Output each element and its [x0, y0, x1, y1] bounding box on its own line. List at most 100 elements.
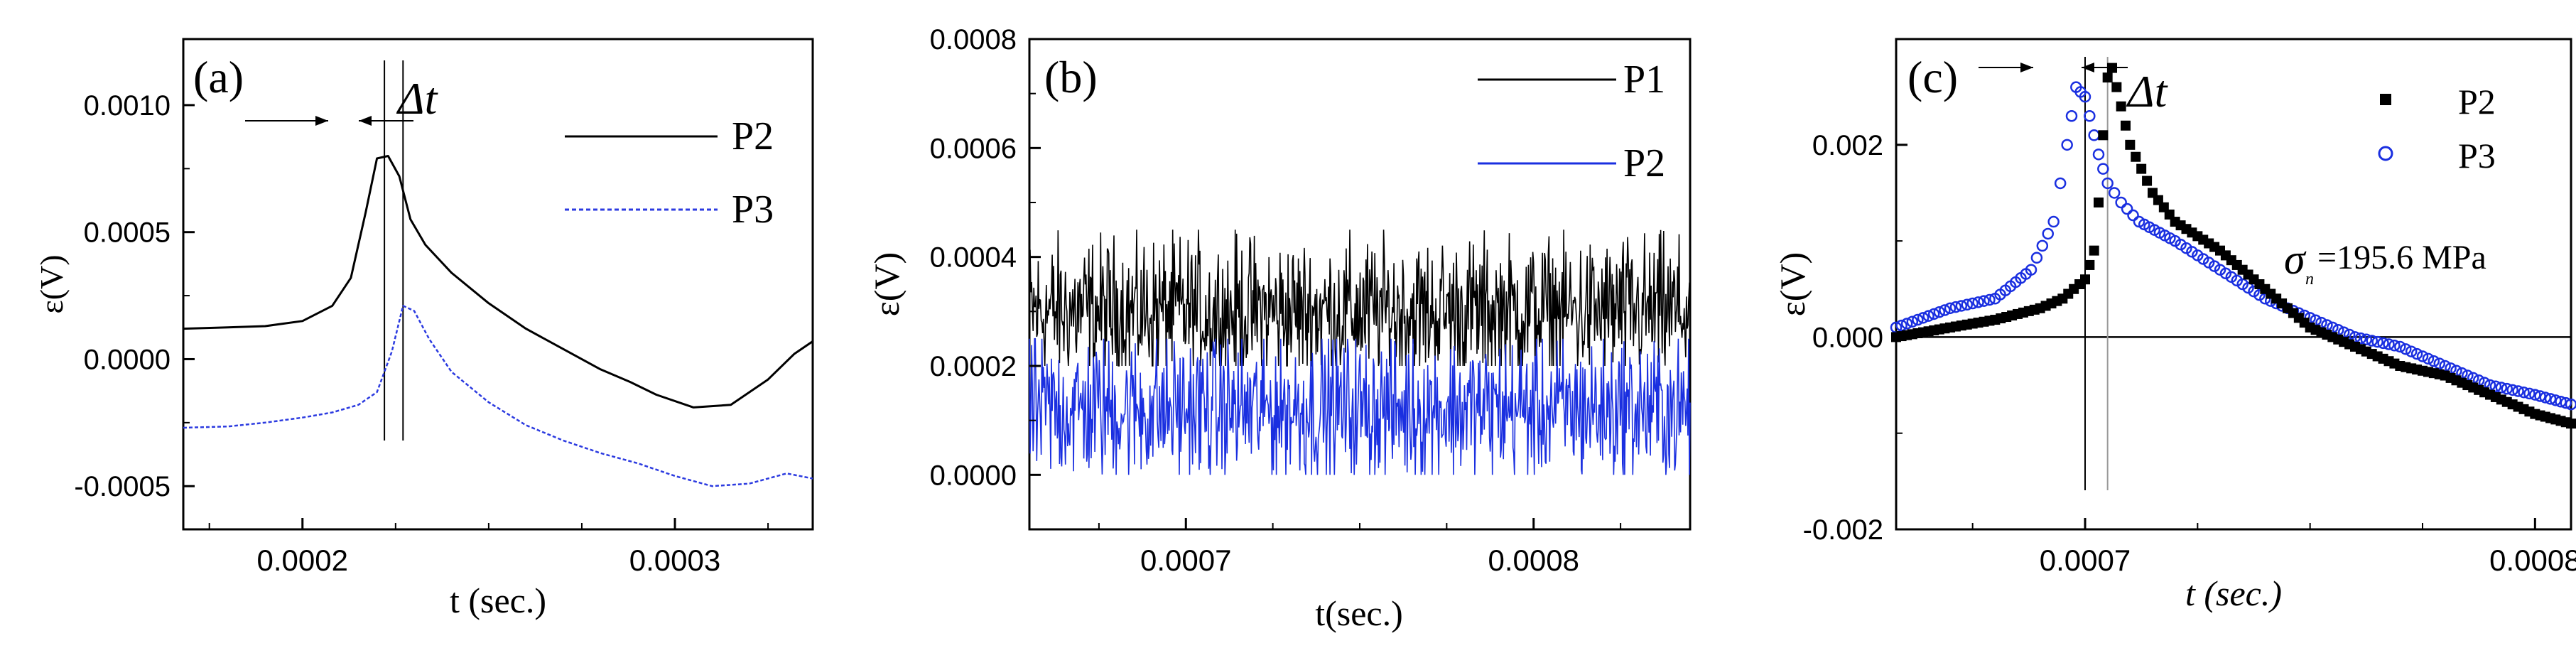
panel-c-point-p3: [2410, 347, 2423, 360]
panel-a-dt-arrowhead-left: [315, 116, 328, 126]
panel-c-point-p3: [2529, 389, 2541, 401]
panel-c-point-p2: [2136, 163, 2147, 174]
panel-c-point-p3: [2366, 335, 2378, 347]
panel-c-xlabel: t (sec.): [2185, 573, 2282, 613]
panel-c-point-p2: [2125, 139, 2136, 150]
panel-c-point-p3: [2025, 264, 2037, 276]
panel-c-point-p2: [2084, 259, 2095, 270]
panel-c-ytick-label: -0.002: [1803, 514, 1883, 546]
panel-c: -0.002 0.000 0.002 0.0007 0.0008 (c) t (sec.…: [1773, 38, 2576, 613]
panel-c-point-p2: [2111, 82, 2122, 92]
panel-a-ytick-label: -0.0005: [74, 471, 171, 502]
panel-a-frame: [182, 38, 814, 531]
panel-a-ylabel: ε(V): [33, 254, 70, 313]
panel-c-frame: [1895, 38, 2572, 531]
panel-c-point-p2: [2121, 120, 2131, 131]
panel-b-label: (b): [1044, 52, 1098, 102]
panel-c-point-p3: [1906, 315, 1919, 328]
panel-c-point-p3: [2555, 396, 2567, 408]
panel-b-legend-p1-label: P1: [1623, 58, 1665, 102]
panel-a-xlabel: t (sec.): [450, 580, 546, 620]
panel-b-ytick-label: 0.0002: [930, 351, 1017, 382]
panel-c-ytick-label: 0.000: [1812, 322, 1883, 353]
panel-a-xtick-label: 0.0003: [629, 544, 720, 577]
panel-c-ytick-label: 0.002: [1812, 130, 1883, 161]
panel-c-point-p3: [1900, 318, 1913, 330]
panel-c-point-p3: [2534, 390, 2546, 402]
panel-c-stress-subscript: n: [2305, 270, 2314, 288]
panel-c-point-p3: [1922, 310, 1934, 322]
panel-c-point-p3: [1949, 301, 1962, 313]
panel-c-point-p3: [1912, 313, 1924, 326]
panel-c-point-p2: [2098, 130, 2109, 141]
panel-c-point-p3: [2400, 343, 2412, 355]
panel-c-point-p2: [2089, 245, 2099, 256]
panel-a-legend-p2-label: P2: [732, 114, 774, 158]
panel-c-xtick-label: 0.0007: [2040, 544, 2131, 577]
panel-c-point-p3: [2405, 345, 2418, 357]
panel-c-point-p2: [2080, 274, 2090, 285]
panel-b-ytick-label: 0.0000: [930, 460, 1017, 491]
panel-a: -0.0005 0.0000 0.0005 0.0010 0.0002 0.0003 (a…: [33, 38, 814, 620]
panel-c-point-p3: [2108, 187, 2121, 199]
panel-b-ylabel: ε(V): [867, 252, 907, 316]
panel-c-dt-label: Δt: [2126, 66, 2169, 117]
panel-c-legend-p2-marker: [2380, 94, 2391, 105]
panel-a-series-p2: [183, 155, 813, 409]
panel-c-point-p3: [2371, 335, 2383, 348]
panel-a-legend: P2 P3: [565, 114, 774, 232]
panel-b-ytick-label: 0.0006: [930, 133, 1017, 164]
panel-c-point-p3: [2115, 196, 2127, 209]
panel-c-point-p3: [2428, 355, 2440, 367]
panel-c-point-p3: [2539, 392, 2552, 404]
panel-c-point-p3: [2354, 332, 2367, 345]
panel-b: 0.0000 0.0002 0.0004 0.0006 0.0008 0.0007 0.00…: [867, 24, 1692, 633]
panel-b-xtick-label: 0.0008: [1488, 544, 1579, 577]
panel-c-point-p3: [2377, 337, 2389, 350]
panel-c-point-p3: [1955, 300, 1968, 312]
panel-b-legend-p2-label: P2: [1623, 141, 1665, 185]
panel-c-ylabel: ε(V): [1773, 252, 1812, 316]
panel-c-point-p3: [1961, 298, 1973, 310]
panel-b-series-p2: [1029, 338, 1691, 475]
panel-c-point-p3: [2422, 352, 2435, 365]
panel-c-point-p3: [2489, 380, 2502, 392]
panel-c-point-p3: [2065, 109, 2078, 122]
panel-c-point-p3: [2550, 394, 2562, 406]
panel-c-label: (c): [1907, 52, 1958, 102]
panel-c-point-p3: [2565, 398, 2576, 411]
panel-c-point-p2: [2142, 176, 2153, 186]
panel-c-point-p3: [1933, 306, 1946, 318]
panel-b-legend: P1 P2: [1478, 58, 1665, 185]
panel-c-point-p3: [1939, 304, 1951, 316]
panel-c-point-p3: [2030, 252, 2043, 264]
panel-c-point-p2: [2094, 198, 2104, 207]
panel-a-label: (a): [193, 52, 244, 102]
panel-c-point-p2: [2131, 151, 2141, 162]
panel-c-point-p3: [2388, 340, 2401, 352]
panel-c-point-p2: [2116, 101, 2126, 112]
panel-c-point-p2: [2566, 418, 2576, 429]
panel-a-ytick-label: 0.0010: [84, 90, 171, 122]
panel-c-dt-arrowhead-right: [2082, 63, 2094, 72]
panel-c-point-p3: [1927, 308, 1940, 320]
panel-c-point-p3: [2121, 202, 2133, 215]
panel-a-legend-p3-label: P3: [732, 188, 774, 232]
panel-a-ytick-label: 0.0005: [84, 217, 171, 249]
panel-b-xtick-label: 0.0007: [1140, 544, 1231, 577]
panel-c-point-p3: [2501, 382, 2513, 395]
panel-c-stress-value: =195.6 MPa: [2317, 239, 2486, 276]
panel-c-point-p3: [2092, 148, 2105, 161]
panel-c-point-p3: [2512, 385, 2524, 397]
panel-c-point-p3: [1984, 293, 1996, 306]
panel-c-point-p3: [2084, 109, 2096, 122]
panel-c-point-p3: [2560, 396, 2572, 409]
panel-c-point-p3: [1944, 302, 1957, 315]
panel-c-point-p3: [2127, 209, 2139, 222]
panel-c-point-p2: [2102, 72, 2113, 83]
panel-c-point-p3: [2061, 139, 2073, 151]
panel-c-legend-p3-marker: [2378, 146, 2393, 161]
panel-c-point-p3: [2518, 386, 2530, 399]
panel-a-ytick-label: 0.0000: [84, 344, 171, 375]
